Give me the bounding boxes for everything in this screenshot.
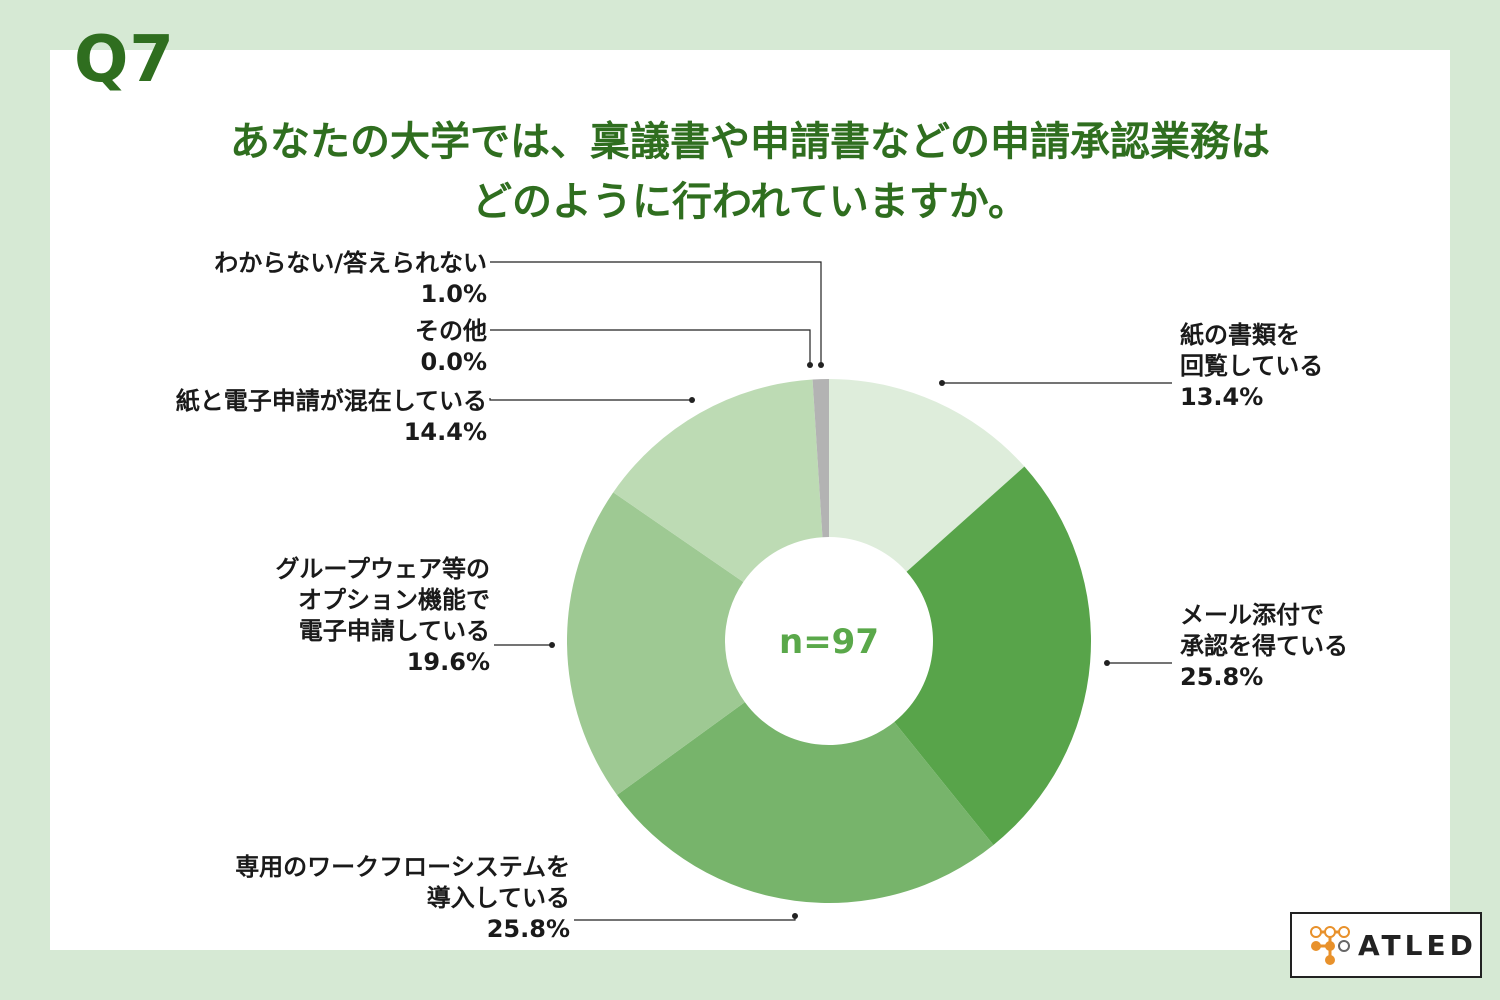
donut-slice-0 xyxy=(829,379,1025,572)
donut-slice-3 xyxy=(567,492,745,795)
donut-slice-1 xyxy=(894,466,1091,845)
leader-line-4 xyxy=(489,398,692,401)
question-number: Q7 xyxy=(74,23,175,97)
slice-label-5: その他 0.0% xyxy=(415,316,487,378)
slice-label-percent: 19.6% xyxy=(406,648,490,676)
slice-label-2: 専用のワークフローシステムを導入している 25.8% xyxy=(235,852,570,945)
atled-logo: ATLED xyxy=(1290,912,1482,978)
slice-label-name: わからない/答えられない xyxy=(214,249,487,277)
slice-label-0: 紙の書類を回覧している 13.4% xyxy=(1180,320,1323,413)
leader-line-2 xyxy=(574,916,796,921)
center-label: n=97 xyxy=(779,622,879,662)
logo-mark-icon xyxy=(1310,926,1350,965)
slice-label-6: わからない/答えられない 1.0% xyxy=(214,248,487,310)
donut-slice-4 xyxy=(613,379,823,583)
slice-label-name: 承認を得ている xyxy=(1180,632,1348,660)
question-text: あなたの大学では、稟議書や申請書などの申請承認業務は どのように行われていますか… xyxy=(0,112,1500,232)
leader-line-5 xyxy=(490,329,811,365)
leader-dot-0 xyxy=(939,380,945,386)
leader-dot-3 xyxy=(549,642,555,648)
slice-label-percent: 25.8% xyxy=(1180,663,1264,691)
question-line-2: どのように行われていますか。 xyxy=(472,179,1028,225)
slice-label-name: 導入している xyxy=(426,884,570,912)
donut-slice-6 xyxy=(812,379,829,538)
slice-label-percent: 14.4% xyxy=(403,418,487,446)
question-line-1: あなたの大学では、稟議書や申請書などの申請承認業務は xyxy=(230,119,1270,165)
slice-label-name: オプション機能で xyxy=(298,586,490,614)
leader-dot-4 xyxy=(689,397,695,403)
donut-slice-2 xyxy=(617,702,994,903)
slice-label-name: 紙と電子申請が混在している xyxy=(175,387,487,415)
slice-label-name: 回覧している xyxy=(1180,352,1324,380)
slice-label-1: メール添付で 承認を得ている 25.8% xyxy=(1180,600,1348,693)
slice-label-name: グループウェア等の xyxy=(275,555,490,583)
leader-dot-2 xyxy=(792,913,798,919)
leader-dot-6 xyxy=(818,362,824,368)
slice-label-percent: 13.4% xyxy=(1180,383,1264,411)
slice-label-percent: 0.0% xyxy=(420,348,487,376)
slice-label-3: グループウェア等のオプション機能で 電子申請している 19.6% xyxy=(275,554,490,678)
slice-label-name: その他 xyxy=(415,317,487,345)
slice-label-name: 電子申請している xyxy=(298,617,490,645)
slice-label-name: メール添付で xyxy=(1180,601,1324,629)
slice-label-name: 紙の書類を xyxy=(1180,321,1300,349)
slice-label-name: 専用のワークフローシステムを xyxy=(235,853,570,881)
slice-label-4: 紙と電子申請が混在している 14.4% xyxy=(176,386,487,448)
slice-label-percent: 25.8% xyxy=(486,915,570,943)
slice-label-percent: 1.0% xyxy=(420,280,487,308)
leader-line-6 xyxy=(490,261,822,365)
logo-text: ATLED xyxy=(1358,929,1477,962)
leader-dot-1 xyxy=(1104,660,1110,666)
leader-dot-5 xyxy=(807,362,813,368)
